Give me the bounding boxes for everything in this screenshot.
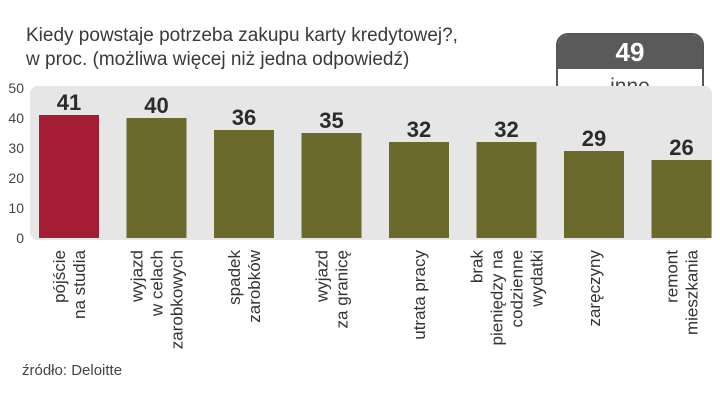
category-label-line: wyjazd [313,250,332,303]
title-line-1: Kiedy powstaje potrzeba zakupu karty kre… [26,25,458,46]
bar-value-label: 29 [582,126,606,151]
category-label-line: pieniędzy na [488,249,507,345]
category-label-line: codzienne [508,250,527,328]
bar-value-label: 41 [57,90,81,115]
category-label-line: zarobkowych [168,250,187,349]
y-tick-label: 40 [8,110,24,126]
bar [126,118,187,238]
bar-value-label: 36 [232,105,256,130]
category-label-line: brak [468,250,487,284]
bar [39,115,99,238]
category-label-line: remont [663,250,682,303]
source-note: źródło: Deloitte [22,362,123,379]
category-label: remont mieszkania [663,249,702,335]
bar [214,130,274,238]
chart-title: Kiedy powstaje potrzeba zakupu karty kre… [26,24,546,72]
category-label: pójście na studia [50,249,89,319]
bar-value-label: 40 [144,93,168,118]
category-label-line: za granicę [333,250,352,328]
category-label-line: zarobków [245,249,264,322]
title-line-2: w proc. (możliwa więcej niż jedna odpowi… [26,49,410,70]
category-label-line: spadek [225,250,244,305]
y-tick-label: 20 [8,170,24,186]
category-label-line: zaręczyny [585,250,604,327]
bar-value-label: 32 [494,117,518,142]
bar-value-label: 26 [669,135,693,160]
bar-value-label: 35 [319,108,343,133]
category-label: zaręczyny [585,250,604,327]
bar [651,160,712,238]
y-tick-label: 30 [8,140,24,156]
y-tick-label: 10 [8,200,24,216]
category-label-line: wydatki [528,250,547,308]
category-label-line: w celach [148,250,167,317]
category-label: wyjazd za granicę [313,250,352,328]
bar [389,142,449,238]
category-label: spadek zarobków [225,249,264,322]
category-label-line: mieszkania [683,249,702,335]
plot-background [30,86,712,240]
category-label: brak pieniędzy na codzienne wydatki [468,249,547,345]
bar [564,151,624,238]
category-label-line: utrata pracy [410,250,429,340]
y-tick-label: 0 [16,230,24,246]
bar-value-label: 32 [407,117,431,142]
category-label-line: wyjazd [128,250,147,303]
category-label-line: na studia [70,249,89,319]
category-label: utrata pracy [410,250,429,340]
category-label-line: pójście [50,250,69,303]
bar [476,142,537,238]
category-label: wyjazd w celach zarobkowych [128,250,187,349]
y-tick-label: 50 [8,80,24,96]
inne-value: 49 [558,35,702,69]
bar [301,133,362,238]
